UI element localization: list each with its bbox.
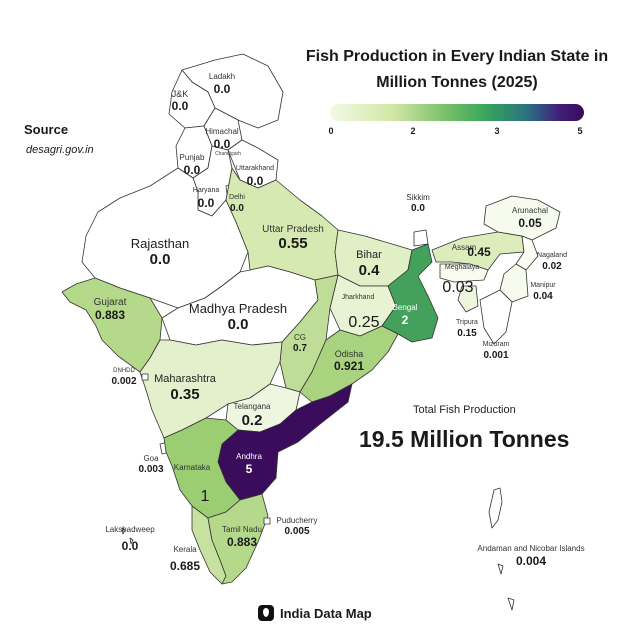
- label-jk: J&K 0.0: [171, 89, 189, 113]
- label-cg: CG 0.7: [293, 333, 307, 354]
- brand: India Data Map: [258, 605, 372, 621]
- label-gujarat: Gujarat 0.883: [93, 297, 127, 323]
- state-meghalaya: [439, 263, 489, 283]
- label-up: Uttar Pradesh 0.55: [262, 224, 324, 253]
- legend-tick: 2: [410, 126, 416, 136]
- state-gujarat: [61, 277, 163, 373]
- label-andaman: Andaman and Nicobar Islands 0.004: [477, 544, 585, 568]
- label-telangana: Telangana 0.2: [233, 402, 271, 429]
- label-himachal: Himachal 0.0: [205, 127, 239, 151]
- state-tripura: [457, 285, 479, 313]
- legend-tick: 0: [328, 126, 334, 136]
- label-kerala: Kerala 0.685: [169, 545, 201, 573]
- total-value: 19.5 Million Tonnes: [359, 426, 570, 452]
- india-map-logo-icon: [258, 605, 274, 621]
- label-lakshadweep: Lakshadweep 0.0: [105, 525, 155, 553]
- label-haryana: Haryana 0.0: [192, 187, 220, 210]
- state-dnhdd: [141, 373, 149, 381]
- legend-tick: 3: [494, 126, 500, 136]
- state-karnataka: [163, 417, 241, 519]
- label-tripura: Tripura 0.15: [456, 319, 478, 339]
- label-delhi: Delhi 0.0: [229, 194, 245, 214]
- legend-color-bar: [330, 104, 584, 121]
- label-mizoram: Mizoram 0.001: [482, 341, 510, 361]
- label-andhra: Andhra 5: [236, 452, 262, 476]
- source-value: desagri.gov.in: [26, 144, 94, 156]
- legend-tick: 5: [577, 126, 583, 136]
- label-bihar: Bihar 0.4: [356, 249, 382, 279]
- label-jharkhand: Jharkhand: [341, 294, 375, 301]
- state-tamilnadu: [207, 493, 269, 585]
- label-punjab: Punjab 0.0: [179, 153, 205, 177]
- label-goa: Goa 0.003: [138, 454, 164, 475]
- label-puducherry: Puducherry 0.005: [276, 516, 318, 537]
- state-arunachal: [483, 195, 561, 241]
- label-manipur: Manipur 0.04: [530, 282, 556, 302]
- state-sikkim: [413, 229, 429, 247]
- label-uttarakhand: Uttarakhand 0.0: [235, 165, 275, 188]
- label-karnataka: Karnataka: [173, 463, 211, 472]
- map-title: Fish Production in Every Indian State in…: [305, 48, 609, 91]
- label-dnhdd: DNHDD 0.002: [111, 368, 137, 387]
- source-label: Source: [24, 122, 69, 137]
- state-assam: [431, 231, 525, 271]
- andaman-islands: [488, 487, 515, 611]
- total-label: Total Fish Production: [413, 404, 516, 416]
- label-odisha: Odisha 0.921: [333, 349, 365, 373]
- state-maharashtra: [139, 339, 283, 439]
- label-mp: Madhya Pradesh 0.0: [188, 301, 288, 333]
- label-chandigarh: Chandigarh: [215, 151, 241, 157]
- value-jharkhand: 0.25: [348, 314, 380, 331]
- value-meghalaya: 0.03: [442, 279, 474, 296]
- label-sikkim: Sikkim 0.0: [406, 193, 430, 214]
- lakshadweep-islands: [121, 527, 134, 545]
- label-tamilnadu: Tamil Nadu 0.883: [221, 525, 263, 549]
- label-assam: Assam 0.45: [451, 243, 491, 259]
- label-bengal: Bengal 2: [392, 303, 418, 327]
- label-maharashtra: Maharashtra 0.35: [154, 373, 216, 403]
- label-arunachal: Arunachal 0.05: [511, 206, 549, 230]
- brand-name: India Data Map: [280, 605, 372, 621]
- value-karnataka: 1: [200, 488, 210, 505]
- state-puducherry: [263, 517, 271, 525]
- label-rajasthan: Rajasthan 0.0: [130, 236, 190, 268]
- label-nagaland: Nagaland 0.02: [537, 252, 567, 272]
- label-ladakh: Ladakh 0.0: [208, 72, 236, 96]
- state-mizoram: [479, 289, 513, 345]
- state-bengal: [381, 243, 439, 343]
- label-meghalaya: Meghalaya: [444, 264, 480, 271]
